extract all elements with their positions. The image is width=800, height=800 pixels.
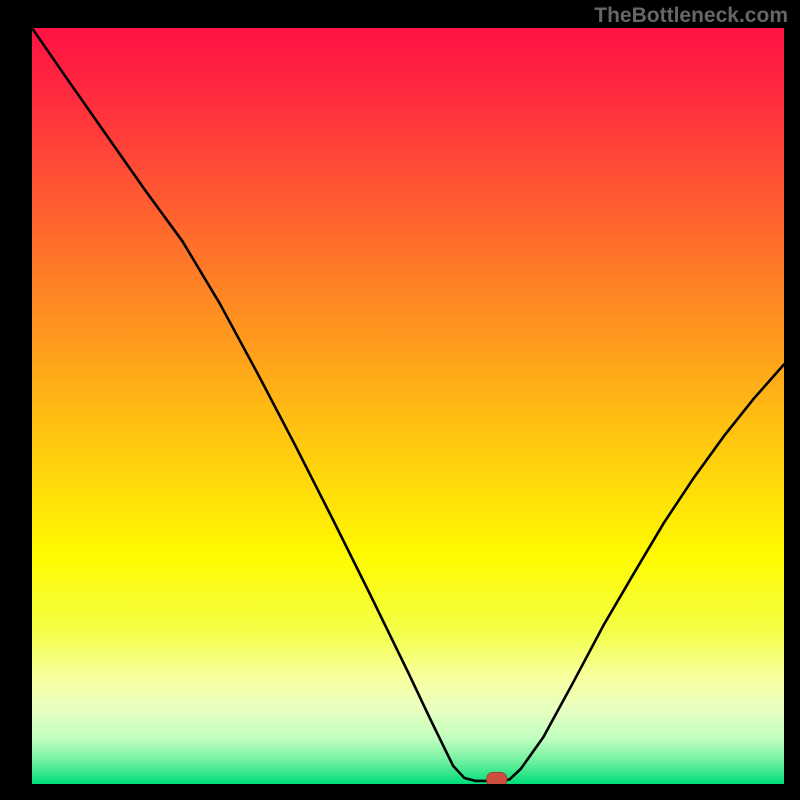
- chart-frame: TheBottleneck.com: [0, 0, 800, 800]
- chart-svg: [32, 28, 784, 784]
- watermark-text: TheBottleneck.com: [594, 4, 788, 28]
- optimal-marker: [487, 772, 507, 784]
